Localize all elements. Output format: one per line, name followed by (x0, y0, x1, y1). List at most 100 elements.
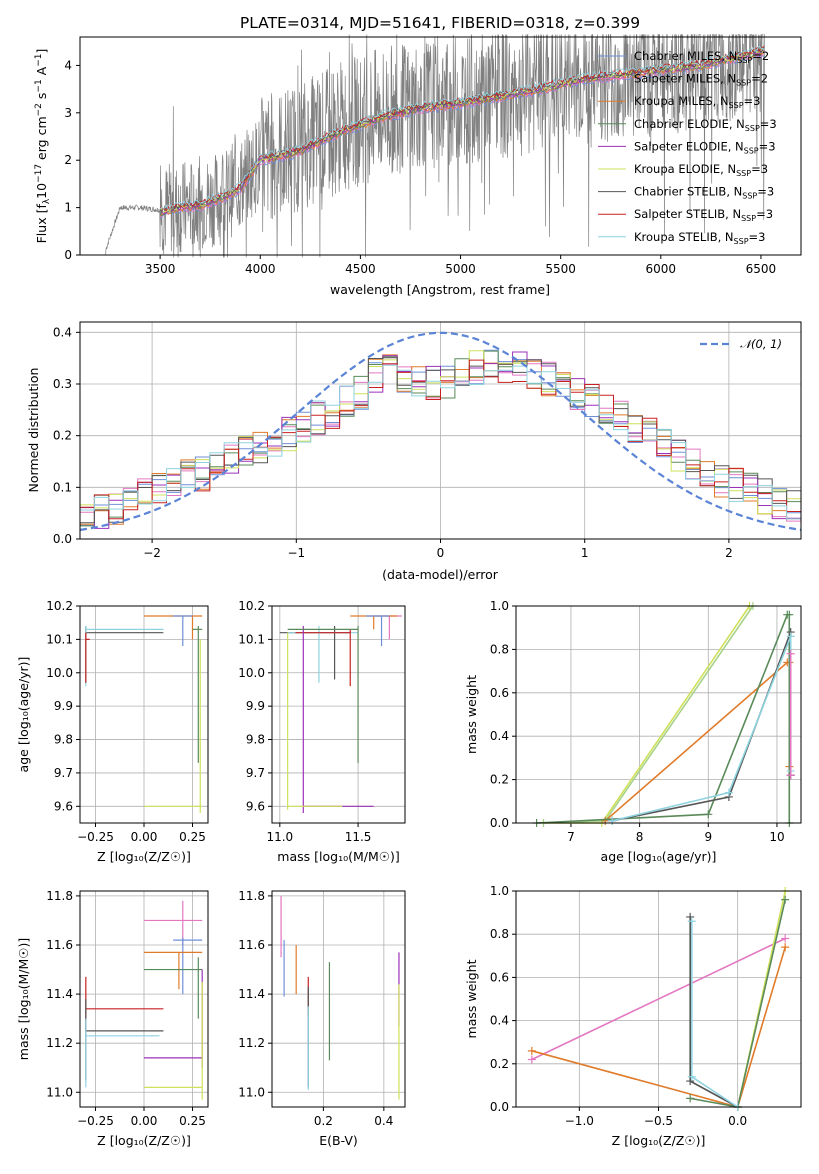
y-axis-label: mass weight (464, 959, 479, 1038)
mass-weight-line (611, 636, 792, 822)
model-spectrum-line (159, 45, 765, 210)
data-point-marker (686, 1077, 695, 1086)
legend-label: Salpeter STELIB, NSSP=3 (634, 207, 773, 223)
spectrum-panel: PLATE=0314, MJD=51641, FIBERID=0318, z=0… (34, 14, 802, 297)
legend-label: Salpeter MILES, NSSP=2 (634, 72, 768, 88)
y-tick-label: 10.1 (46, 632, 73, 646)
axes-frame (515, 890, 802, 1108)
x-tick-label: 4500 (345, 262, 376, 276)
x-axis-label: E(B-V) (319, 1133, 358, 1148)
residual-xlabel: (data-model)/error (382, 567, 499, 582)
observed-spectrum (104, 33, 765, 258)
spectrum-legend: Chabrier MILES, NSSP=2 Salpeter MILES, NS… (598, 49, 777, 246)
panel-marks (280, 895, 400, 1100)
data-point-marker (781, 943, 790, 952)
y-axis-label: mass [log₁₀(M/M☉)] (16, 938, 31, 1060)
data-point-marker (686, 1094, 695, 1103)
x-axis-label: mass [log₁₀(M/M☉)] (277, 849, 399, 864)
y-tick-label: 1.0 (490, 599, 509, 613)
y-tick-label: 9.6 (54, 799, 73, 813)
y-tick-label: 9.9 (246, 699, 265, 713)
mass-weight-line (691, 921, 739, 1108)
legend-label: Kroupa ELODIE, NSSP=3 (634, 162, 768, 178)
residual-histogram (80, 359, 801, 520)
axes-frame (271, 605, 406, 824)
x-axis-label: age [log₁₀(age/yr)] (601, 849, 717, 864)
legend-label: Chabrier STELIB, NSSP=3 (634, 185, 774, 201)
x-tick-label: 0.00 (131, 830, 158, 844)
x-tick-label: 8 (636, 830, 644, 844)
y-tick-label: 1 (64, 201, 72, 215)
panel-5: −0.25 0.00 0.25 11.0 11.2 11.4 11.6 11.8 Z [log₁… (16, 889, 209, 1148)
y-tick-label: 2 (64, 153, 72, 167)
y-tick-label: 10.0 (238, 666, 265, 680)
panel-3: 11.0 11.5 9.6 9.7 9.8 9.9 10.0 10.1 10.2 mass [lo… (238, 599, 406, 864)
y-tick-label: 4 (64, 58, 72, 72)
spectrum-ticks: 3500 4000 4500 5000 5500 6000 6500 0 1 2 3 4 (64, 58, 776, 276)
y-tick-label: 11.2 (46, 1036, 73, 1050)
residual-ticks: −2 −1 0 1 2 0.0 0.1 0.2 0.3 0.4 (53, 325, 733, 560)
y-tick-label: 9.7 (246, 766, 265, 780)
data-point-marker (704, 810, 713, 819)
y-tick-label: 3 (64, 106, 72, 120)
spectrum-axes-frame (79, 36, 802, 256)
x-tick-label: 10 (769, 830, 784, 844)
y-tick-label: 11.8 (238, 889, 265, 903)
data-point-marker (527, 1055, 536, 1064)
data-point-marker (724, 788, 733, 797)
data-point-marker (781, 934, 790, 943)
legend-label: Salpeter ELODIE, NSSP=3 (634, 139, 776, 155)
axes-frame (515, 605, 802, 824)
x-tick-label: 9 (704, 830, 712, 844)
spectrum-ylabel: Flux [fλ10−17 erg cm−2 s−1 A−1] (34, 49, 52, 244)
x-tick-label: −2 (143, 546, 161, 560)
y-tick-label: 10.2 (238, 599, 265, 613)
y-tick-label: 0.0 (490, 1100, 509, 1114)
x-tick-label: 0.25 (179, 1114, 206, 1128)
y-tick-label: 11.8 (46, 889, 73, 903)
x-tick-label: 1 (581, 546, 589, 560)
panel-7: −1.0 −0.5 0.0 0.0 0.2 0.4 0.6 0.8 1.0 Z [log₁₀(Z/… (464, 884, 802, 1148)
y-tick-label: 0.0 (490, 816, 509, 830)
y-tick-label: 10.1 (238, 632, 265, 646)
residual-histogram (80, 364, 801, 520)
panel-marks (532, 602, 795, 827)
y-tick-label: 0.3 (53, 377, 72, 391)
data-point-marker (786, 632, 795, 641)
y-tick-label: 0.2 (490, 1057, 509, 1071)
panel-marks (85, 900, 203, 1100)
mass-weight-line (689, 916, 739, 1108)
residual-histograms (80, 349, 801, 529)
y-tick-label: 1.0 (490, 884, 509, 898)
residual-legend: 𝒩(0, 1) (700, 337, 782, 351)
panel-6: 0.2 0.4 11.0 11.2 11.4 11.6 11.8 E(B-V) (238, 889, 406, 1148)
x-axis-label: Z [log₁₀(Z/Z☉)] (612, 1133, 706, 1148)
y-tick-label: 11.0 (46, 1085, 73, 1099)
x-tick-label: 0.4 (374, 1114, 393, 1128)
spectrum-title: PLATE=0314, MJD=51641, FIBERID=0318, z=0… (240, 14, 640, 32)
y-tick-label: 0 (64, 248, 72, 262)
y-tick-label: 0.2 (53, 429, 72, 443)
y-tick-label: 11.6 (238, 938, 265, 952)
x-axis-label: Z [log₁₀(Z/Z☉)] (97, 1133, 191, 1148)
x-tick-label: −0.5 (644, 1114, 673, 1128)
y-tick-label: 0.4 (490, 1014, 509, 1028)
y-tick-label: 9.8 (246, 733, 265, 747)
y-tick-label: 0.8 (490, 642, 509, 656)
legend-label: Chabrier MILES, NSSP=2 (634, 49, 769, 65)
x-tick-label: 2 (725, 546, 733, 560)
spectrum-xlabel: wavelength [Angstrom, rest frame] (330, 282, 550, 297)
legend-label: Chabrier ELODIE, NSSP=3 (634, 117, 777, 133)
data-point-marker (687, 1072, 696, 1081)
x-tick-label: 0.0 (728, 1114, 747, 1128)
x-tick-label: 4000 (245, 262, 276, 276)
y-tick-label: 0.8 (490, 927, 509, 941)
y-tick-label: 9.8 (54, 733, 73, 747)
x-tick-label: −0.25 (77, 1114, 114, 1128)
y-tick-label: 9.6 (246, 799, 265, 813)
y-tick-label: 0.6 (490, 970, 509, 984)
mass-weight-line (536, 613, 791, 824)
x-tick-label: 6000 (646, 262, 677, 276)
x-tick-label: 11.0 (266, 830, 293, 844)
